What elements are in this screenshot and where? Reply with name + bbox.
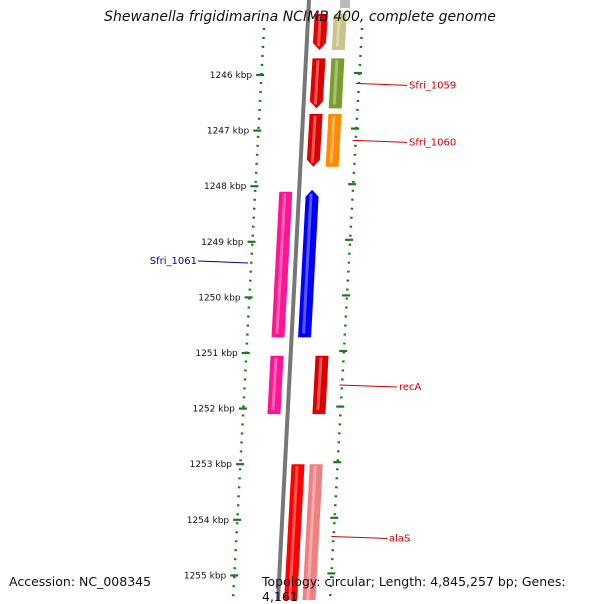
gene-highlight bbox=[316, 15, 322, 47]
gene-highlight bbox=[329, 115, 336, 163]
gene-highlight bbox=[271, 357, 278, 411]
dotted-guide-lines bbox=[231, 27, 364, 600]
gene-highlight bbox=[288, 466, 299, 600]
gene-label: Sfri_1061 bbox=[150, 256, 197, 267]
gene-highlight bbox=[306, 466, 317, 600]
backbone-line bbox=[276, 0, 311, 600]
tick-label: 1252 kbp bbox=[192, 405, 235, 415]
gene-label: recA bbox=[399, 382, 422, 393]
tick-label: 1253 kbp bbox=[190, 460, 233, 470]
tick-label: 1248 kbp bbox=[204, 182, 247, 192]
gene-arrow bbox=[284, 464, 305, 600]
label-leader-line bbox=[331, 535, 388, 539]
gene-highlight bbox=[275, 193, 287, 334]
gene-highlight bbox=[332, 60, 339, 105]
label-leader-line bbox=[197, 260, 249, 264]
accession-text: Accession: NC_008345 bbox=[9, 574, 152, 589]
gene-labels: Sfri_1059 Sfri_1060 Sfri_1061 recA alaS bbox=[150, 80, 456, 544]
label-leader-line bbox=[352, 139, 408, 143]
genome-backbone bbox=[276, 0, 350, 600]
left-dotted-line bbox=[231, 27, 266, 600]
gene-arrow bbox=[309, 58, 326, 109]
tick-label: 1255 kbp bbox=[184, 571, 227, 581]
gene-arrow bbox=[328, 58, 345, 109]
gene-label: alaS bbox=[389, 533, 410, 544]
gene-highlight bbox=[316, 357, 323, 411]
gene-arrow bbox=[306, 113, 323, 167]
gene-features bbox=[267, 13, 347, 600]
tick-label: 1254 kbp bbox=[187, 516, 230, 526]
label-leader-line bbox=[339, 384, 398, 388]
gene-highlight bbox=[302, 193, 313, 334]
gene-arrow bbox=[312, 355, 329, 415]
tick-label: 1250 kbp bbox=[198, 293, 241, 303]
tick-label: 1246 kbp bbox=[210, 71, 253, 81]
gene-highlight bbox=[310, 115, 317, 163]
gene-arrow bbox=[312, 13, 328, 50]
right-dotted-line bbox=[328, 27, 364, 600]
genome-title: Shewanella frigidimarina NCIMB 400, comp… bbox=[104, 9, 496, 25]
tick-label: 1249 kbp bbox=[201, 238, 244, 248]
gene-label: Sfri_1059 bbox=[409, 80, 456, 91]
label-leader-line bbox=[355, 82, 408, 86]
tick-label: 1251 kbp bbox=[195, 349, 238, 359]
scale-ticks: 1246 kbp 1247 kbp 1248 kbp 1249 kbp 1250 kbp… bbox=[184, 71, 362, 581]
gene-label: Sfri_1060 bbox=[409, 137, 456, 148]
gene-arrow bbox=[298, 189, 319, 338]
tick-label: 1247 kbp bbox=[207, 127, 250, 137]
gene-arrow bbox=[267, 355, 284, 415]
gene-arrow bbox=[271, 191, 293, 338]
gene-arrow bbox=[302, 464, 323, 600]
gene-highlight bbox=[335, 15, 341, 47]
gene-arrow bbox=[325, 113, 342, 167]
gene-arrow bbox=[331, 13, 347, 50]
gene-highlight bbox=[313, 60, 320, 105]
